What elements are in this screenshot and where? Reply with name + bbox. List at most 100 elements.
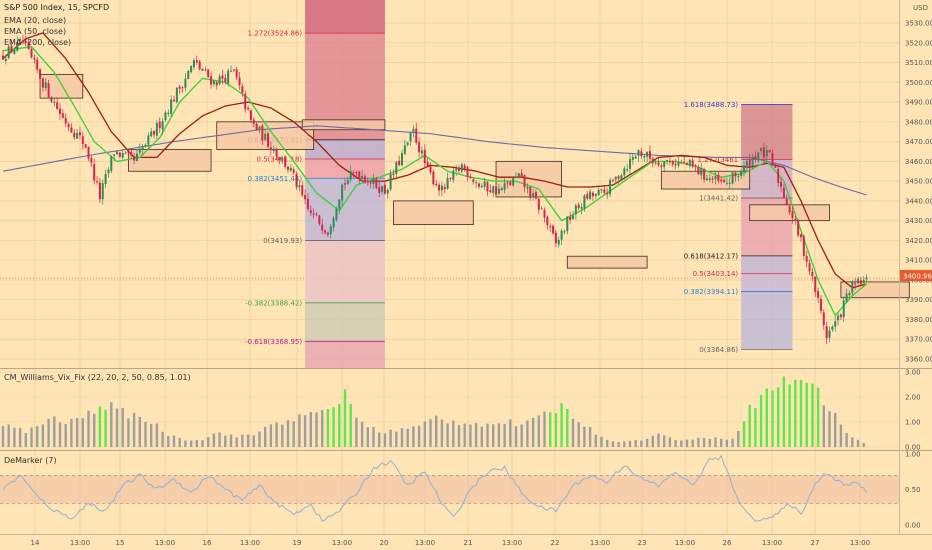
- candle-body: [543, 209, 546, 218]
- candle-body: [133, 156, 136, 161]
- fib-level-label: 1(3441.42): [699, 195, 738, 203]
- ema200-legend[interactable]: EMA (200, close): [4, 38, 71, 47]
- candle-body: [53, 101, 56, 103]
- vix-bar: [537, 415, 540, 447]
- vix-bar: [383, 433, 387, 447]
- candle-body: [512, 178, 515, 186]
- vix-bar: [264, 426, 267, 447]
- vix-bar: [748, 404, 751, 447]
- candle-body: [363, 176, 366, 182]
- vix-bar: [417, 425, 421, 447]
- candle-body: [346, 180, 349, 185]
- time-axis-tick-label: 14: [31, 539, 40, 547]
- candle-body: [475, 182, 478, 184]
- fib-zone-band: [741, 255, 793, 274]
- vix-bar: [816, 387, 820, 447]
- price-axis-tick-label: 3520.00: [905, 39, 932, 47]
- vix-bar: [765, 388, 768, 447]
- candle-body: [267, 133, 270, 147]
- candle-body: [278, 157, 281, 160]
- vix-bar: [258, 431, 261, 447]
- vix-bar: [492, 424, 495, 447]
- vix-bar: [30, 427, 33, 447]
- vix-bar: [252, 435, 255, 447]
- candle-body: [489, 190, 492, 193]
- vix-bar: [594, 434, 597, 447]
- vix-indicator-title[interactable]: CM_Williams_Vix_Fix (22, 20, 2, 50, 0.85…: [4, 373, 191, 382]
- candle-body: [101, 183, 104, 200]
- time-axis-tick-label: 20: [380, 539, 389, 547]
- vix-bar: [788, 384, 791, 447]
- time-axis-tick-label: 19: [293, 539, 302, 547]
- vix-bar: [201, 440, 204, 447]
- candle-body: [720, 179, 723, 182]
- vix-bar: [104, 409, 107, 447]
- candle-body: [800, 234, 802, 238]
- vix-axis-tick-label: 2.00: [905, 394, 921, 402]
- candle-body: [295, 173, 298, 188]
- candle-body: [173, 99, 175, 102]
- time-axis-tick-label: 27: [811, 539, 820, 547]
- candle-body: [523, 175, 526, 188]
- ema50-legend[interactable]: EMA (50, close): [4, 27, 66, 36]
- vix-bar: [224, 435, 227, 447]
- candle-body: [47, 83, 50, 98]
- fibonacci-layer: 1.272(3524.86)0.618(3470.91)0.5(3461.18)…: [245, 0, 793, 368]
- time-axis-tick-label: 15: [116, 539, 125, 547]
- candle-body: [782, 187, 785, 198]
- vix-bar: [737, 430, 740, 447]
- vix-bar: [412, 426, 415, 447]
- candle-body: [167, 112, 170, 114]
- candle-body: [552, 225, 555, 234]
- vix-bar: [497, 423, 501, 447]
- time-axis-tick-label: 13:00: [415, 539, 435, 547]
- candle-body: [794, 218, 797, 220]
- vix-bar: [138, 416, 141, 447]
- candle-body: [503, 183, 506, 190]
- candle-body: [668, 161, 671, 163]
- candle-body: [438, 184, 441, 191]
- candle-body: [147, 135, 150, 145]
- vix-bar: [440, 419, 444, 447]
- vix-bar: [229, 434, 233, 447]
- candle-body: [455, 169, 458, 171]
- candle-body: [304, 195, 307, 200]
- candle-body: [70, 127, 73, 133]
- price-axis-tick-label: 3530.00: [905, 20, 932, 28]
- demarker-indicator-title[interactable]: DeMarker (7): [4, 456, 57, 465]
- candle-body: [335, 208, 338, 220]
- candle-body: [107, 169, 110, 174]
- candle-body: [515, 177, 517, 179]
- candle-body: [329, 226, 332, 234]
- candle-body: [138, 148, 141, 153]
- candle-body: [432, 171, 435, 185]
- candle-body: [392, 173, 395, 175]
- candle-body: [204, 69, 207, 71]
- vix-bar: [286, 420, 290, 447]
- candle-body: [366, 181, 369, 183]
- vix-bar: [474, 422, 478, 447]
- candle-body: [386, 189, 389, 194]
- time-axis-tick-label: 13:00: [675, 539, 695, 547]
- candle-body: [629, 158, 631, 169]
- candle-body: [591, 192, 594, 197]
- price-axis-tick-label: 3380.00: [905, 316, 932, 324]
- candle-body: [569, 216, 572, 220]
- vix-bar: [372, 426, 375, 447]
- vix-bar: [7, 424, 10, 447]
- candle-body: [36, 59, 39, 70]
- price-axis-tick-label: 3500.00: [905, 79, 932, 87]
- candle-body: [21, 40, 24, 43]
- candle-body: [765, 150, 768, 157]
- ema20-legend[interactable]: EMA (20, close): [4, 16, 66, 25]
- fib-level-label: -0.618(3368.95): [245, 338, 302, 346]
- zones-layer: [39, 73, 910, 299]
- vix-bar: [309, 412, 312, 447]
- time-axis-tick-label: 16: [203, 539, 212, 547]
- candle-body: [321, 224, 324, 231]
- vix-bar: [64, 424, 67, 447]
- candle-body: [192, 60, 195, 68]
- vix-bar: [645, 438, 649, 447]
- candle-body: [19, 39, 22, 41]
